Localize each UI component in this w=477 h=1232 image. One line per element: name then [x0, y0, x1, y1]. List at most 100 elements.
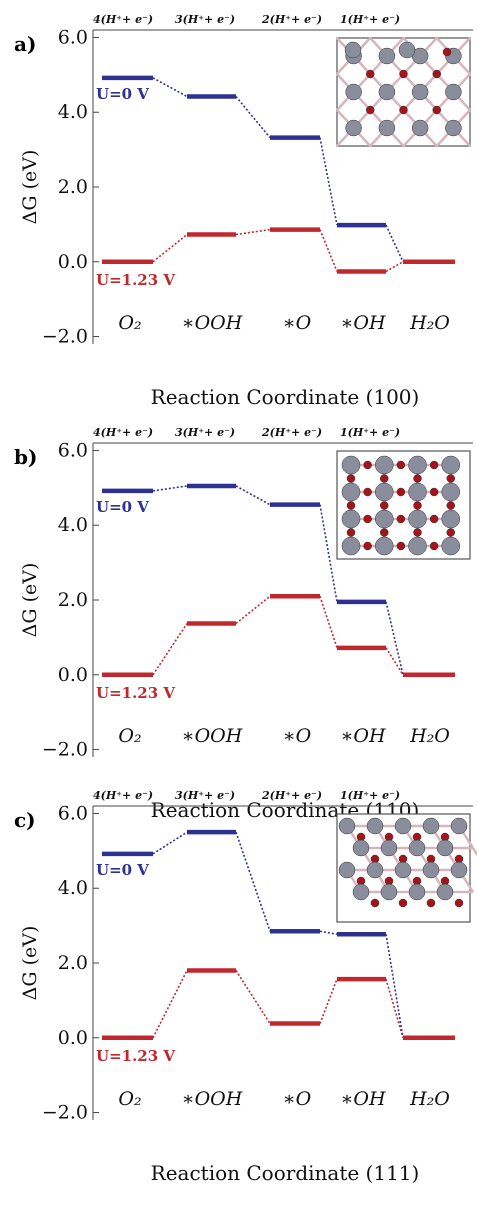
metal-atom — [341, 509, 361, 529]
metal-atom — [436, 883, 454, 901]
oxygen-atom — [413, 474, 422, 483]
chart-panel-b: −2.0 0.0 2.0 4.0 6.0 ΔG (eV) b) 4(H⁺+ e⁻) 3(H⁺+ … — [14, 426, 473, 822]
species-label: ∗O — [283, 312, 312, 334]
metal-atom — [352, 839, 370, 857]
connector-line — [385, 978, 404, 1038]
metal-atom — [441, 536, 460, 556]
y-tick-label: 0.0 — [58, 251, 88, 273]
metal-atom — [341, 482, 361, 502]
oxygen-atom — [429, 487, 439, 497]
oxygen-atom — [363, 487, 372, 497]
bond-line — [471, 847, 477, 857]
metal-atom — [345, 83, 362, 101]
species-label: O₂ — [118, 1088, 141, 1110]
oxygen-atom — [454, 898, 464, 908]
connector-line — [152, 233, 188, 263]
species-label: ∗O — [283, 1088, 312, 1110]
y-tick-label: −2.0 — [42, 326, 88, 348]
oxygen-atom — [370, 898, 380, 908]
metal-atom — [422, 817, 440, 835]
connector-line — [235, 831, 271, 932]
oxygen-atom — [399, 69, 408, 79]
metal-atom — [380, 839, 398, 857]
metal-atom — [378, 83, 396, 101]
oxygen-atom — [346, 474, 356, 483]
metal-atom — [422, 861, 440, 879]
y-tick-label: 4.0 — [58, 514, 88, 536]
y-tick-label: 4.0 — [58, 877, 88, 899]
oxygen-atom — [429, 541, 439, 551]
chart-panel-a: −2.0 0.0 2.0 4.0 6.0 ΔG (eV) a) 4(H⁺+ e⁻) 3(H⁺+ … — [14, 13, 473, 409]
metal-atom — [375, 455, 394, 475]
oxygen-atom — [363, 541, 372, 551]
y-tick-label: 4.0 — [58, 101, 88, 123]
y-tick-label: 6.0 — [58, 26, 88, 48]
step-label: 1(H⁺+ e⁻) — [340, 13, 400, 26]
series-label-u123: U=1.23 V — [96, 271, 175, 289]
metal-atom — [408, 839, 426, 857]
oxygen-atom — [380, 501, 389, 510]
connector-line — [235, 96, 271, 139]
metal-atom — [375, 509, 394, 529]
oxygen-atom — [346, 528, 356, 537]
oxygen-atom — [432, 69, 441, 79]
oxygen-atom — [366, 105, 375, 115]
oxygen-atom — [446, 528, 455, 537]
species-label: H₂O — [409, 1088, 450, 1110]
oxygen-atom — [363, 514, 372, 524]
species-label: O₂ — [118, 312, 141, 334]
panel-label: b) — [14, 445, 37, 469]
connector-line — [152, 831, 188, 855]
connector-line — [235, 228, 271, 236]
metal-atom — [341, 536, 361, 556]
step-label: 2(H⁺+ e⁻) — [261, 789, 322, 802]
step-label: 2(H⁺+ e⁻) — [261, 13, 322, 26]
metal-atom — [378, 47, 396, 65]
oxygen-atom — [429, 514, 439, 524]
metal-atom — [441, 455, 460, 475]
series-label-u123: U=1.23 V — [96, 684, 175, 702]
species-label: O₂ — [118, 725, 141, 747]
series-u123 — [102, 227, 455, 274]
oxygen-atom — [346, 501, 356, 510]
connector-line — [319, 229, 338, 272]
metal-atom — [450, 861, 468, 879]
connector-line — [319, 504, 338, 603]
step-label: 4(H⁺+ e⁻) — [93, 789, 153, 802]
oxygen-atom — [396, 514, 406, 524]
step-label: 3(H⁺+ e⁻) — [175, 13, 235, 26]
connector-line — [319, 596, 338, 649]
connector-line — [385, 601, 404, 675]
connector-line — [152, 970, 188, 1039]
metal-atom — [345, 119, 362, 137]
connector-line — [385, 261, 404, 273]
series-label-u0: U=0 V — [96, 85, 149, 103]
surface-inset — [336, 37, 471, 147]
species-label: ∗OH — [340, 725, 385, 747]
oxygen-atom — [446, 501, 455, 510]
oxygen-atom — [366, 69, 375, 79]
metal-atom — [408, 509, 427, 529]
species-label: H₂O — [409, 312, 450, 334]
oxygen-atom — [399, 105, 408, 115]
y-axis-label: ΔG (eV) — [19, 926, 41, 1001]
metal-atom — [408, 482, 427, 502]
y-tick-label: 6.0 — [58, 802, 88, 824]
connector-line — [385, 224, 404, 263]
oxygen-atom — [413, 528, 422, 537]
y-tick-label: 6.0 — [58, 439, 88, 461]
surface-inset — [336, 450, 471, 560]
y-tick-label: −2.0 — [42, 739, 88, 761]
oxygen-atom — [442, 47, 452, 57]
metal-atom — [380, 883, 398, 901]
oxygen-atom — [413, 501, 422, 510]
metal-atom — [445, 119, 462, 137]
metal-atom — [408, 455, 427, 475]
surface-inset — [336, 813, 477, 923]
oxygen-atom — [446, 474, 455, 483]
metal-atom — [394, 817, 412, 835]
metal-atom — [344, 41, 362, 59]
connector-line — [385, 647, 404, 676]
connector-line — [152, 485, 188, 492]
